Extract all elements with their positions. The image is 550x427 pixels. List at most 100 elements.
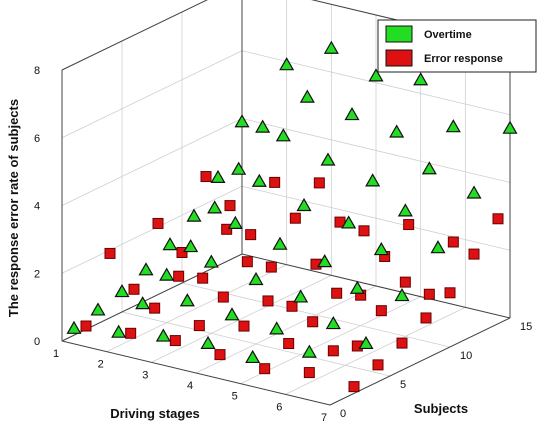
error-response-marker xyxy=(152,217,164,229)
overtime-marker xyxy=(317,254,333,268)
error-response-marker xyxy=(224,200,236,212)
overtime-marker xyxy=(325,315,341,330)
z-tick-label: 2 xyxy=(34,268,40,280)
overtime-marker xyxy=(272,236,288,250)
legend-label-error-response: Error response xyxy=(424,53,503,65)
overtime-marker xyxy=(445,119,461,133)
overtime-marker xyxy=(397,203,413,217)
overtime-marker xyxy=(255,119,271,133)
error-response-marker xyxy=(259,363,271,375)
x-tick-label: 7 xyxy=(321,412,327,424)
x-tick-label: 1 xyxy=(53,348,59,360)
overtime-marker xyxy=(421,161,437,175)
x-tick-label: 5 xyxy=(232,391,238,403)
overtime-marker xyxy=(231,161,247,175)
error-response-marker xyxy=(313,177,325,189)
error-response-marker xyxy=(372,359,384,371)
overtime-marker xyxy=(224,307,240,321)
error-response-marker xyxy=(265,261,277,273)
x-tick-label: 6 xyxy=(276,401,282,413)
x-tick-label: 3 xyxy=(142,369,148,381)
overtime-marker xyxy=(135,296,151,310)
overtime-marker xyxy=(344,106,360,121)
error-response-marker xyxy=(468,248,480,260)
error-response-marker xyxy=(396,337,408,349)
error-response-marker xyxy=(269,176,281,188)
overtime-marker xyxy=(365,173,381,187)
error-response-marker xyxy=(176,247,188,259)
overtime-marker xyxy=(413,72,429,86)
error-response-marker xyxy=(80,320,92,332)
x-tick-label: 2 xyxy=(98,359,104,371)
error-response-marker xyxy=(399,276,411,288)
overtime-marker xyxy=(179,293,195,307)
z-tick-label: 4 xyxy=(34,201,40,213)
error-response-marker xyxy=(283,338,295,350)
overtime-marker xyxy=(210,169,226,183)
legend-swatch-error-response xyxy=(385,49,413,67)
z-tick-label: 6 xyxy=(34,133,40,145)
z-tick-label: 8 xyxy=(34,65,40,77)
box-edge xyxy=(61,0,208,71)
grid-line xyxy=(240,296,421,385)
overtime-marker xyxy=(138,262,154,276)
overtime-marker xyxy=(186,208,202,222)
overtime-marker xyxy=(90,302,106,316)
error-response-marker xyxy=(348,381,360,393)
error-response-marker xyxy=(193,320,205,332)
overtime-marker xyxy=(296,197,312,212)
overtime-marker xyxy=(155,328,171,342)
overtime-marker xyxy=(358,335,374,350)
overtime-marker xyxy=(299,89,315,103)
error-response-marker xyxy=(303,367,315,379)
grid-line xyxy=(121,311,391,377)
overtime-marker xyxy=(200,335,216,349)
grid-line xyxy=(151,274,332,363)
error-response-marker xyxy=(245,229,257,241)
grid-line xyxy=(61,0,208,71)
error-response-marker xyxy=(197,272,209,284)
overtime-marker xyxy=(466,185,482,199)
overtime-marker xyxy=(349,280,365,294)
error-response-marker xyxy=(375,305,387,317)
legend: Overtime Error response xyxy=(377,19,537,73)
error-response-marker xyxy=(221,223,233,235)
overtime-marker xyxy=(234,114,250,128)
overtime-marker xyxy=(373,241,389,256)
overtime-marker xyxy=(227,215,243,229)
overtime-marker xyxy=(203,254,219,268)
legend-label-overtime: Overtime xyxy=(424,29,472,41)
overtime-marker xyxy=(394,287,410,302)
error-response-marker xyxy=(327,345,339,357)
error-response-marker xyxy=(169,335,181,347)
error-response-marker xyxy=(217,291,229,303)
marker-layer xyxy=(66,40,518,393)
error-response-marker xyxy=(128,283,140,295)
y-axis-line xyxy=(329,317,511,406)
error-response-marker xyxy=(331,287,343,299)
error-response-marker xyxy=(214,349,226,361)
error-response-marker xyxy=(444,287,456,299)
error-response-marker xyxy=(238,320,250,332)
y-tick-label: 10 xyxy=(460,350,472,362)
overtime-marker xyxy=(159,267,175,281)
error-response-marker xyxy=(262,295,274,307)
overtime-marker xyxy=(293,289,309,303)
overtime-marker xyxy=(368,68,384,82)
box-edge xyxy=(241,253,511,319)
overtime-marker xyxy=(114,283,130,298)
overtime-marker xyxy=(111,324,127,338)
overtime-marker xyxy=(162,237,178,251)
x-axis-line xyxy=(61,340,331,406)
grid-line xyxy=(285,306,466,395)
overtime-marker xyxy=(251,173,267,187)
y-tick-label: 15 xyxy=(520,321,532,333)
error-response-marker xyxy=(286,300,298,312)
overtime-marker xyxy=(207,200,223,214)
error-response-marker xyxy=(423,288,435,300)
error-response-marker xyxy=(104,247,116,259)
y-axis-label: Subjects xyxy=(414,401,468,416)
error-response-marker xyxy=(420,312,432,324)
overtime-marker xyxy=(245,349,261,364)
